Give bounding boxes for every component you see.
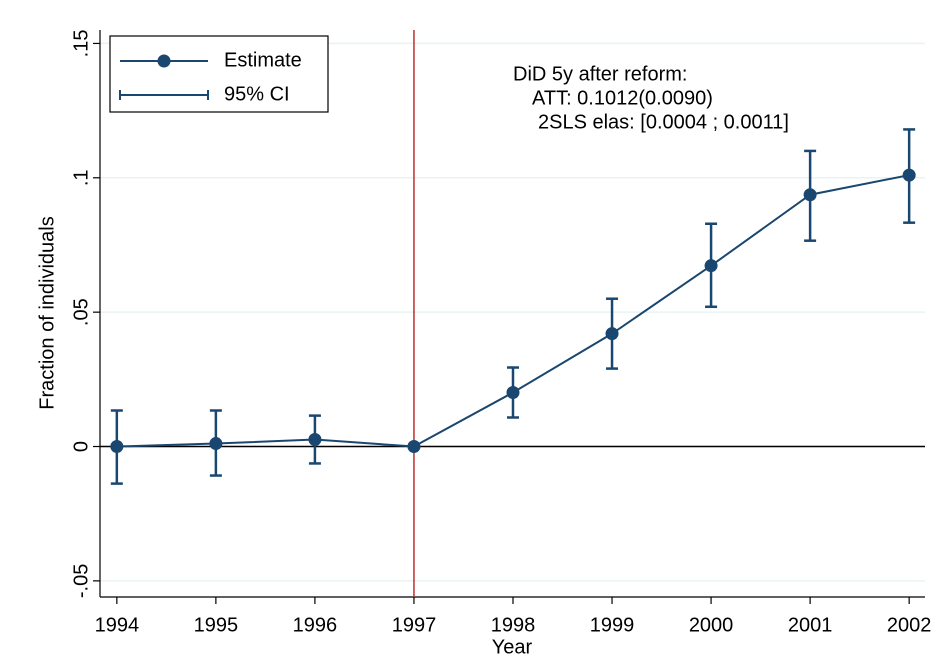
estimate-point [902,168,916,182]
estimate-point [605,327,619,341]
x-tick-label: 1994 [95,614,140,636]
annotation: 2SLS elas: [0.0004 ; 0.0011] [538,111,789,133]
x-tick-label: 1997 [392,614,437,636]
y-axis-title: Fraction of individuals [36,216,58,409]
estimate-point [308,433,322,447]
y-tick-label: .1 [70,169,92,186]
x-tick-label: 1996 [293,614,338,636]
estimate-point [209,437,223,451]
estimate-point [110,440,124,454]
estimate-point [704,259,718,273]
estimate-point [506,386,520,400]
y-tick-label: 0 [70,441,92,452]
annotation: DiD 5y after reform: [513,63,687,85]
legend-label: 95% CI [224,83,290,105]
x-tick-label: 1998 [491,614,536,636]
legend-marker [157,54,171,68]
x-axis-title: Year [492,636,533,658]
legend-box [109,35,329,113]
x-tick-label: 1999 [590,614,635,636]
y-tick-label: -.05 [70,564,92,598]
x-tick-label: 2002 [887,614,932,636]
y-tick-label: .05 [70,298,92,326]
x-tick-label: 2001 [788,614,833,636]
estimate-point [803,188,817,202]
y-tick-label: .15 [70,30,92,58]
estimate-point [407,440,421,454]
annotation: ATT: 0.1012(0.0090) [532,87,713,109]
legend-label: Estimate [224,49,302,71]
x-tick-label: 2000 [689,614,734,636]
x-tick-label: 1995 [194,614,239,636]
